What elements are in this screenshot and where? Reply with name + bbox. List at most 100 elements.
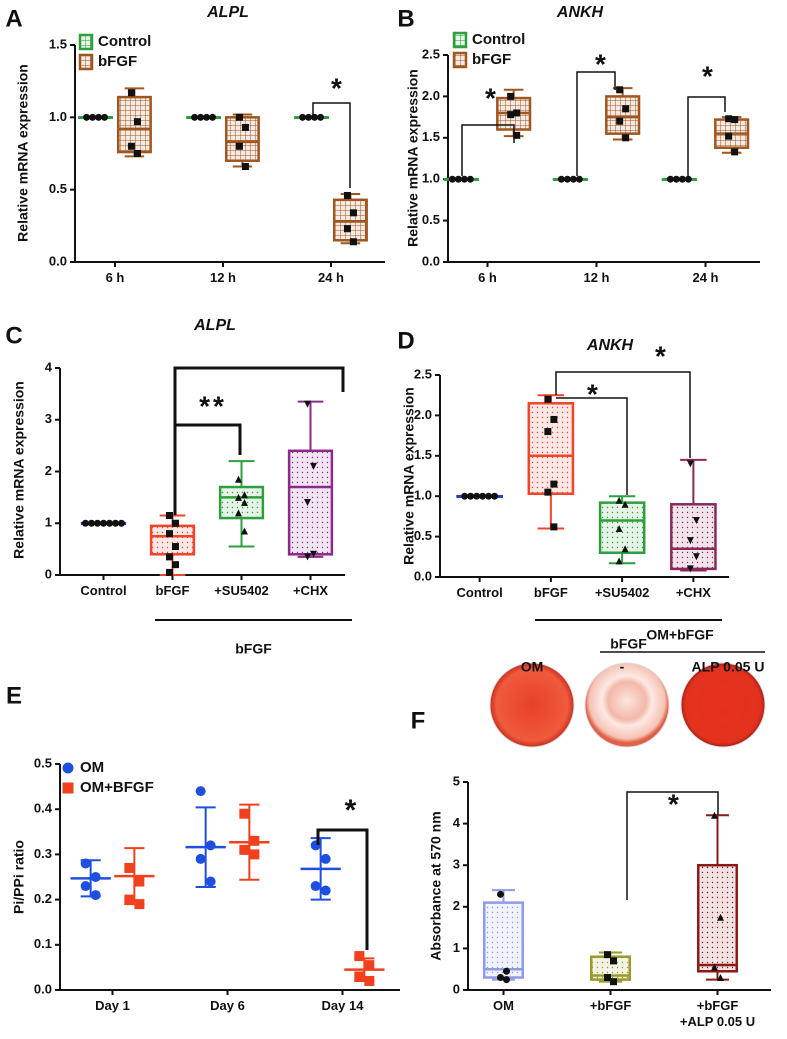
data-point xyxy=(304,400,311,408)
significance-label: * xyxy=(668,788,682,819)
data-point xyxy=(239,844,250,855)
data-point xyxy=(349,209,357,217)
data-point xyxy=(544,488,552,496)
y-tick-label: 3 xyxy=(45,411,52,426)
data-point xyxy=(241,491,248,499)
x-tick-label: 6 h xyxy=(478,270,497,285)
x-tick-label: 6 h xyxy=(105,270,125,285)
x-tick-label: 24 h xyxy=(692,270,719,285)
y-tick-label: 0.4 xyxy=(34,801,53,816)
legend-swatch xyxy=(78,53,94,71)
data-point xyxy=(467,492,475,500)
x-tick-label: Day 14 xyxy=(321,998,364,1013)
panel-title: ANKH xyxy=(586,337,634,354)
y-tick-label: 4 xyxy=(453,815,461,830)
data-point xyxy=(133,150,141,157)
significance-label: * xyxy=(345,794,360,827)
x-tick-label: bFGF xyxy=(533,585,568,600)
data-point xyxy=(62,782,74,794)
data-point xyxy=(507,111,515,119)
data-point xyxy=(310,462,317,470)
legend-label: bFGF xyxy=(98,53,137,70)
data-point xyxy=(209,113,217,121)
data-point xyxy=(83,113,91,121)
data-point xyxy=(349,238,357,246)
x-tick-label-box: +CHX xyxy=(293,583,328,598)
significance-label: * xyxy=(655,340,669,371)
data-point xyxy=(672,175,680,183)
x-tick-label-box: bFGF xyxy=(156,583,190,598)
x-tick-label: Control xyxy=(456,585,503,600)
data-point xyxy=(513,131,521,139)
data-point xyxy=(166,553,173,561)
data-point xyxy=(550,415,558,423)
y-tick-label: 0.5 xyxy=(34,755,52,770)
y-axis-label: Relative mRNA expression xyxy=(11,381,27,559)
significance-bracket xyxy=(576,71,616,176)
data-point xyxy=(557,175,565,183)
data-point xyxy=(90,872,101,882)
x-tick-label-box: Control xyxy=(456,585,503,600)
y-axis-label: Pi/PPi ratio xyxy=(11,840,27,914)
significance-bracket xyxy=(555,371,691,458)
data-point xyxy=(616,86,624,94)
data-point xyxy=(364,975,375,986)
x-tick-label-box: +SU5402 xyxy=(214,583,269,598)
significance-bracket xyxy=(687,96,726,176)
x-tick-label-box: bFGF xyxy=(533,585,568,600)
x-tick-label-box: 6 h xyxy=(478,270,497,285)
data-point xyxy=(166,568,173,576)
y-tick-label: 1.5 xyxy=(49,36,67,51)
data-point xyxy=(241,163,249,171)
x-tick-label-box: Control xyxy=(80,583,126,598)
data-point xyxy=(503,976,510,984)
significance-bracket xyxy=(556,397,628,495)
y-tick-label: 0.0 xyxy=(414,568,432,583)
data-point xyxy=(106,519,113,527)
data-point xyxy=(454,175,462,183)
x-tick-label: OM xyxy=(493,998,514,1013)
data-point xyxy=(172,561,179,569)
significance-label: ** xyxy=(199,390,227,421)
dish-image xyxy=(489,662,575,748)
significance-bracket xyxy=(175,423,242,455)
x-tick-label: +bFGF xyxy=(589,998,632,1013)
y-tick-label: 4 xyxy=(45,359,53,374)
x-tick-label-box: +CHX xyxy=(676,585,711,600)
data-point xyxy=(249,835,260,846)
y-tick-label: 0 xyxy=(45,566,52,581)
y-tick-label: 0.1 xyxy=(34,936,52,951)
y-tick-label: 5 xyxy=(453,773,460,788)
data-point xyxy=(616,117,624,125)
data-point xyxy=(711,811,718,819)
dish-image xyxy=(680,662,766,748)
significance-bracket xyxy=(316,828,369,950)
box xyxy=(598,501,646,555)
box xyxy=(224,116,260,162)
data-point xyxy=(203,113,211,121)
data-point xyxy=(134,876,145,887)
data-point xyxy=(310,550,317,558)
y-tick-label: 1.5 xyxy=(422,129,440,144)
y-tick-label: 1 xyxy=(45,515,52,530)
box xyxy=(287,449,334,556)
box xyxy=(605,95,641,135)
significance-bracket xyxy=(173,366,345,515)
data-point xyxy=(717,974,724,982)
data-point xyxy=(692,553,700,561)
data-point xyxy=(191,113,199,121)
data-point xyxy=(711,963,718,971)
data-point xyxy=(460,175,468,183)
data-point xyxy=(205,876,216,887)
data-point xyxy=(575,175,583,183)
data-point xyxy=(563,175,571,183)
data-point xyxy=(507,92,515,100)
y-tick-label: 0.3 xyxy=(34,846,52,861)
data-point xyxy=(241,123,249,131)
data-point xyxy=(354,951,365,962)
legend-label: OM xyxy=(80,759,104,776)
data-point xyxy=(686,537,694,545)
box xyxy=(670,503,717,571)
data-point xyxy=(615,525,623,533)
data-point xyxy=(299,113,307,121)
